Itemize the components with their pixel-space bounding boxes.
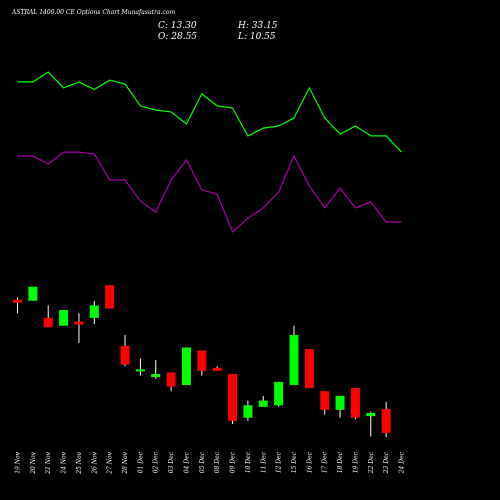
upper-line-series (17, 71, 402, 153)
candle-body (243, 405, 253, 418)
x-tick-label: 09 Dec (230, 451, 237, 473)
close-value: C: 13.30 (158, 21, 197, 31)
upper-line (17, 71, 402, 153)
candle-body (28, 286, 38, 301)
candle-body (59, 310, 69, 326)
candle-body (120, 345, 130, 365)
x-axis-ticks: 19 Nov 20 Nov 21 Nov 24 Nov 25 Nov 26 Nov 27 N… (15, 451, 406, 474)
x-tick-label: 17 Dec (322, 451, 329, 473)
x-tick-label: 19 Dec (352, 451, 359, 473)
x-tick-label: 23 Dec (383, 451, 390, 474)
candle-body (13, 299, 22, 303)
x-tick-label: 27 Nov (107, 451, 114, 474)
candle-body (381, 409, 391, 433)
x-tick-label: 15 Dec (291, 451, 298, 473)
candle-body (181, 347, 191, 385)
lower-line (17, 151, 402, 233)
candle-body (166, 372, 176, 387)
candle-body (197, 350, 207, 371)
candle-body (135, 369, 145, 372)
x-tick-label: 21 Nov (45, 451, 52, 474)
x-tick-label: 18 Dec (337, 451, 344, 473)
x-tick-label: 20 Nov (30, 451, 37, 474)
candlestick-series (13, 285, 391, 438)
x-tick-label: 04 Dec (183, 451, 190, 473)
candle-body (366, 413, 376, 417)
x-tick-label: 22 Dec (368, 451, 375, 474)
x-tick-label: 10 Dec (245, 451, 252, 473)
x-tick-label: 24 Nov (61, 451, 68, 474)
high-value: H: 33.15 (237, 21, 278, 31)
candle-body (89, 305, 99, 318)
lower-line-series (17, 151, 402, 233)
open-value: O: 28.55 (158, 32, 197, 42)
candle-body (304, 349, 314, 389)
candle-body (74, 321, 84, 325)
candle-body (258, 400, 268, 407)
x-tick-label: 11 Dec (260, 451, 267, 473)
candle-body (289, 335, 299, 385)
x-tick-label: 12 Dec (276, 451, 283, 473)
x-tick-label: 16 Dec (306, 451, 313, 473)
x-tick-label: 26 Nov (91, 451, 98, 474)
candle-body (335, 395, 345, 410)
x-tick-label: 19 Nov (15, 451, 22, 473)
low-value: L: 10.55 (237, 32, 276, 42)
candle-body (105, 285, 115, 309)
x-tick-label: 08 Dec (214, 451, 221, 473)
x-tick-label: 25 Nov (76, 451, 83, 474)
chart-title: ASTRAL 1400.00 CE Options Chart Munafasu… (11, 9, 175, 16)
candle-body (350, 388, 360, 418)
candle-body (212, 367, 222, 371)
x-tick-label: 24 Dec (399, 451, 406, 474)
candle-body (151, 374, 161, 378)
x-tick-label: 02 Dec (153, 451, 160, 473)
candle-body (228, 374, 238, 421)
x-tick-label: 05 Dec (199, 451, 206, 473)
x-tick-label: 01 Dec (137, 451, 144, 473)
candle-body (43, 317, 53, 328)
candle-body (320, 391, 330, 410)
candle-body (274, 381, 284, 406)
x-tick-label: 03 Dec (168, 451, 175, 473)
x-tick-label: 28 Nov (122, 451, 129, 474)
